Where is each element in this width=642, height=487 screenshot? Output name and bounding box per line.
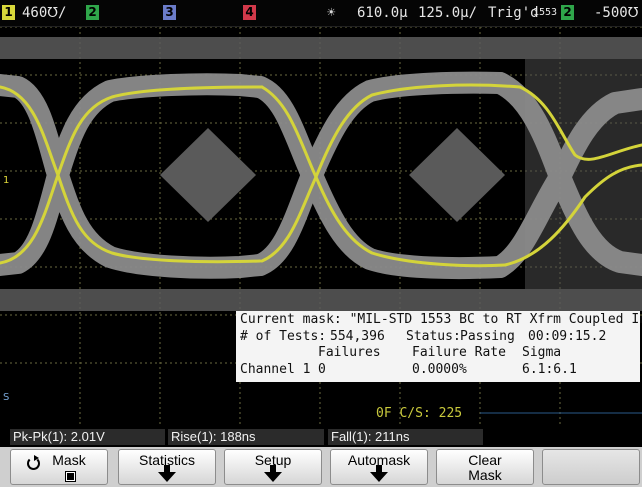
mask-softkey[interactable]: Mask [10,449,108,485]
current-mask-label: Current mask: "MIL-STD 1553 BC to RT Xfr… [240,312,642,327]
failure-rate-value: 0.0000% [412,362,467,377]
softkey-bar: Mask Statistics Setup Automask Clear Mas… [0,447,642,487]
timebase-scale: 125.0µ/ [418,5,478,21]
status-label: Status: [406,329,461,344]
mask-statistics-panel: Current mask: "MIL-STD 1553 BC to RT Xfr… [236,311,642,382]
measurement-fall[interactable]: Fall(1): 211ns [328,429,483,445]
horizontal-delay: 610.0µ [357,5,408,21]
channel-1-scale: 460℧/ [22,5,67,21]
persistence-band [0,71,642,280]
sigma-header: Sigma [522,345,562,360]
automask-softkey[interactable]: Automask [330,449,428,485]
clear-mask-softkey-label: Clear Mask [468,452,502,483]
channel-1-badge[interactable]: 1 [2,5,15,20]
checkbox-icon [65,471,76,482]
statistics-softkey-label: Statistics [138,452,195,468]
statistics-softkey[interactable]: Statistics [118,449,216,485]
elapsed-time: 00:09:15.2 [528,329,607,344]
submenu-arrow-icon [264,465,282,482]
trigger-icon: ☀ [327,5,336,21]
channel-2-badge[interactable]: 2 [86,5,99,20]
channel-1-ground-marker[interactable]: 1 [3,175,10,186]
status-value: Passing [460,329,515,344]
measurement-rise[interactable]: Rise(1): 188ns [168,429,324,445]
tests-value: 554,396 [330,329,385,344]
mask-softkey-label: Mask [52,452,86,468]
channel-3-badge[interactable]: 3 [163,5,176,20]
automask-softkey-label: Automask [347,452,411,468]
failures-header: Failures [318,345,381,360]
tests-label: # of Tests: [240,329,327,344]
reference-marker: S [3,392,10,403]
setup-softkey-label: Setup [254,452,292,468]
waveform-display [0,27,642,425]
failures-value: 0 [318,362,326,377]
trigger-source-badge: 2 [561,5,574,20]
channel-1-trace [0,83,642,268]
status-bar: 1 460℧/ 2 3 4 ☀ 610.0µ 125.0µ/ Trig'd 15… [0,0,642,27]
capture-counter: 0F C/S: 225 [376,406,463,421]
channel-4-badge[interactable]: 4 [243,5,256,20]
measurement-pk-pk[interactable]: Pk-Pk(1): 2.01V [10,429,165,445]
failure-rate-header: Failure Rate [412,345,506,360]
blank-softkey[interactable] [542,449,640,485]
submenu-arrow-icon [158,465,176,482]
submenu-arrow-icon [370,465,388,482]
channel-row-label: Channel 1 [240,362,311,377]
entry-knob-icon [27,455,40,470]
setup-softkey[interactable]: Setup [224,449,322,485]
clear-mask-softkey[interactable]: Clear Mask [436,449,534,485]
trigger-level: -500℧ [594,5,639,21]
sigma-value: 6.1:6.1 [522,362,577,377]
trigger-mode: 1553 [533,7,558,18]
trigger-status: Trig'd [488,5,539,21]
measurement-bar: Pk-Pk(1): 2.01V Rise(1): 188ns Fall(1): … [0,428,642,446]
